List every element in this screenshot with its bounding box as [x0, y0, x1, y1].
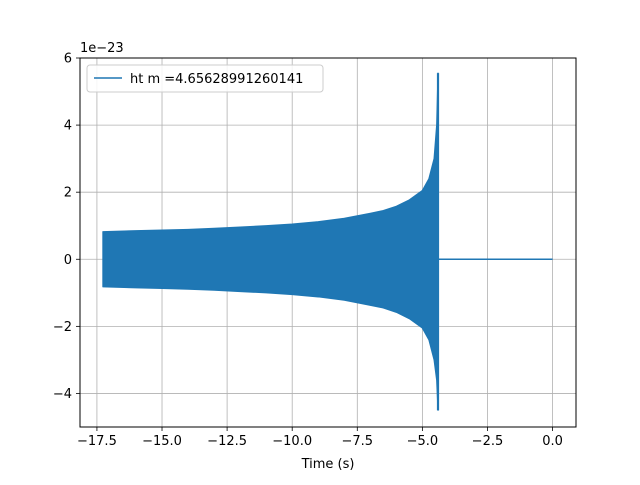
y-tick-label: −4: [53, 387, 72, 402]
x-tick-label: 0.0: [542, 434, 563, 449]
y-axis: −4 −2 0 2 4 6: [53, 52, 80, 402]
legend: ht m =4.65628991260141: [86, 64, 324, 93]
x-tick-label: −10.0: [272, 434, 312, 449]
x-tick-label: −17.5: [77, 434, 117, 449]
y-tick-label: 6: [64, 52, 72, 67]
x-tick-label: −12.5: [207, 434, 247, 449]
x-tick-label: −2.5: [472, 434, 504, 449]
x-tick-label: −15.0: [142, 434, 182, 449]
x-axis-label: Time (s): [301, 457, 355, 472]
x-axis: −17.5 −15.0 −12.5 −10.0 −7.5 −5.0 −2.5 0.0: [77, 427, 563, 449]
x-tick-label: −5.0: [407, 434, 439, 449]
y-tick-label: −2: [53, 320, 72, 335]
waveform-envelope-0: [102, 72, 439, 411]
y-tick-label: 0: [64, 253, 72, 268]
legend-label: ht m =4.65628991260141: [130, 72, 303, 87]
legend-box: [86, 64, 324, 93]
y-scale-label: 1e−23: [80, 41, 124, 56]
y-tick-label: 2: [64, 186, 72, 201]
x-tick-label: −7.5: [342, 434, 374, 449]
y-tick-label: 4: [64, 119, 72, 134]
plot-area: [102, 72, 553, 411]
plot-frame: [79, 57, 577, 428]
